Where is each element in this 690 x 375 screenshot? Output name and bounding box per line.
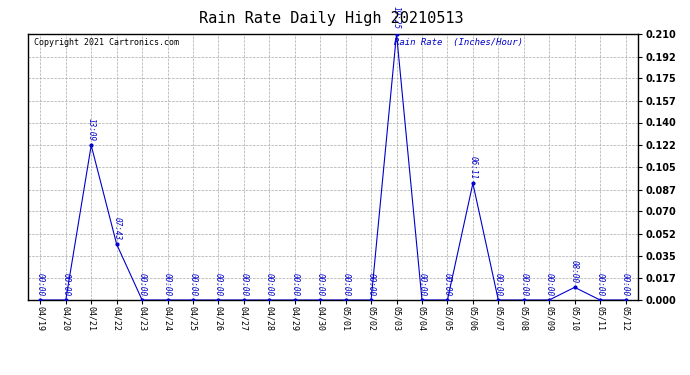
Text: 07:43: 07:43 bbox=[112, 217, 121, 240]
Text: 00:00: 00:00 bbox=[417, 273, 426, 296]
Text: 00:00: 00:00 bbox=[494, 273, 503, 296]
Text: 13:09: 13:09 bbox=[87, 118, 96, 141]
Text: Copyright 2021 Cartronics.com: Copyright 2021 Cartronics.com bbox=[34, 38, 179, 47]
Text: 00:00: 00:00 bbox=[621, 273, 630, 296]
Text: 00:00: 00:00 bbox=[188, 273, 197, 296]
Text: 00:00: 00:00 bbox=[443, 273, 452, 296]
Text: Rain Rate  (Inches/Hour): Rain Rate (Inches/Hour) bbox=[394, 38, 523, 47]
Text: 00:00: 00:00 bbox=[520, 273, 529, 296]
Text: 00:00: 00:00 bbox=[316, 273, 325, 296]
Text: 00:00: 00:00 bbox=[290, 273, 299, 296]
Text: 00:00: 00:00 bbox=[137, 273, 146, 296]
Text: 00:00: 00:00 bbox=[61, 273, 70, 296]
Text: Rain Rate Daily High 20210513: Rain Rate Daily High 20210513 bbox=[199, 11, 464, 26]
Text: 00:00: 00:00 bbox=[239, 273, 248, 296]
Text: 00:00: 00:00 bbox=[265, 273, 274, 296]
Text: 00:00: 00:00 bbox=[595, 273, 604, 296]
Text: 00:00: 00:00 bbox=[214, 273, 223, 296]
Text: 19:25: 19:25 bbox=[392, 6, 401, 30]
Text: 00:00: 00:00 bbox=[366, 273, 375, 296]
Text: 00:00: 00:00 bbox=[341, 273, 350, 296]
Text: 00:00: 00:00 bbox=[163, 273, 172, 296]
Text: 06:11: 06:11 bbox=[469, 156, 477, 179]
Text: 08:00: 08:00 bbox=[570, 260, 579, 283]
Text: 00:00: 00:00 bbox=[544, 273, 553, 296]
Text: 00:00: 00:00 bbox=[36, 273, 45, 296]
